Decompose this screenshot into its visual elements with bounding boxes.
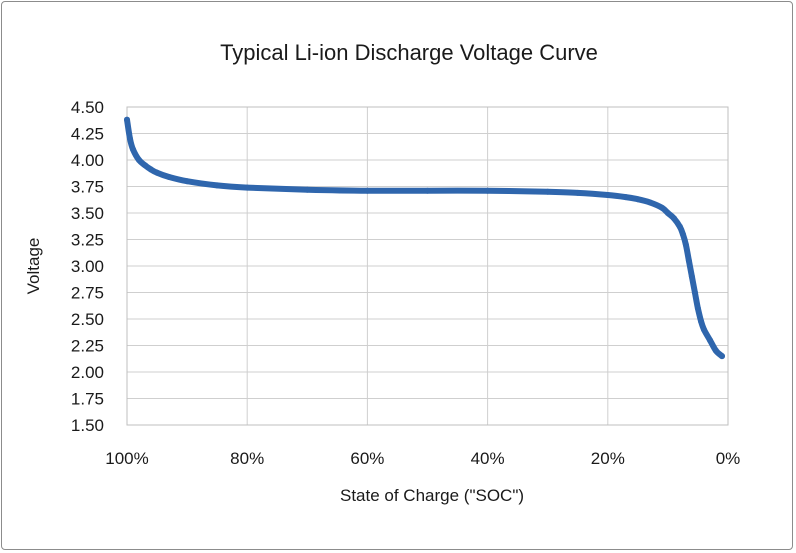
chart-title: Typical Li-ion Discharge Voltage Curve	[220, 40, 598, 65]
y-tick-label: 2.25	[71, 337, 104, 356]
y-axis-ticks: 4.50 4.25 4.00 3.75 3.50 3.25 3.00 2.75 2.50 2.25…	[71, 98, 104, 435]
data-point	[304, 186, 311, 193]
y-tick-label: 2.75	[71, 284, 104, 303]
data-point	[664, 210, 671, 216]
series-line	[124, 116, 725, 360]
data-point	[658, 204, 665, 211]
data-point	[136, 157, 142, 163]
data-point	[713, 347, 719, 354]
x-tick-label: 0%	[716, 449, 741, 468]
y-tick-label: 2.00	[71, 363, 104, 382]
data-point	[622, 194, 629, 201]
y-tick-label: 3.00	[71, 257, 104, 276]
data-point	[214, 182, 221, 189]
data-point	[719, 353, 725, 360]
data-point	[544, 188, 551, 195]
data-point	[604, 192, 611, 198]
data-point	[184, 178, 191, 185]
data-point	[154, 169, 161, 176]
data-point	[634, 196, 641, 203]
x-tick-label: 100%	[105, 449, 148, 468]
x-tick-label: 60%	[350, 449, 384, 468]
y-tick-label: 3.50	[71, 204, 104, 223]
data-point	[424, 187, 431, 194]
plot-area-border	[126, 106, 729, 426]
y-tick-label: 1.75	[71, 390, 104, 409]
y-tick-label: 4.25	[71, 125, 104, 144]
data-point	[148, 166, 154, 173]
series-points	[124, 116, 725, 360]
y-tick-label: 3.25	[71, 231, 104, 250]
data-point	[124, 116, 130, 123]
y-tick-label: 2.50	[71, 310, 104, 329]
data-point	[484, 187, 491, 194]
x-tick-label: 40%	[471, 449, 505, 468]
y-tick-label: 4.00	[71, 151, 104, 170]
data-point	[166, 174, 173, 180]
y-axis-label: Voltage	[24, 238, 43, 295]
y-tick-label: 1.50	[71, 416, 104, 435]
x-axis-label: State of Charge ("SOC")	[340, 486, 524, 505]
data-point	[574, 189, 581, 196]
data-point	[698, 318, 704, 325]
data-point	[646, 199, 653, 206]
y-tick-label: 4.50	[71, 98, 104, 117]
data-point	[130, 146, 136, 153]
y-tick-label: 3.75	[71, 178, 104, 197]
data-point	[707, 337, 713, 344]
grid	[126, 106, 729, 426]
x-tick-label: 80%	[230, 449, 264, 468]
data-point	[701, 326, 707, 333]
data-point	[364, 187, 371, 194]
data-point	[682, 241, 689, 248]
data-point	[676, 223, 683, 230]
data-point	[691, 289, 698, 296]
data-point	[244, 184, 251, 191]
x-axis-ticks: 100% 80% 60% 40% 20% 0%	[105, 449, 740, 468]
data-point	[142, 162, 148, 169]
data-point	[127, 135, 133, 142]
x-tick-label: 20%	[591, 449, 625, 468]
data-point	[670, 215, 677, 222]
data-point	[688, 273, 695, 280]
data-point	[694, 305, 701, 312]
data-point	[679, 231, 686, 238]
data-point	[685, 257, 692, 264]
